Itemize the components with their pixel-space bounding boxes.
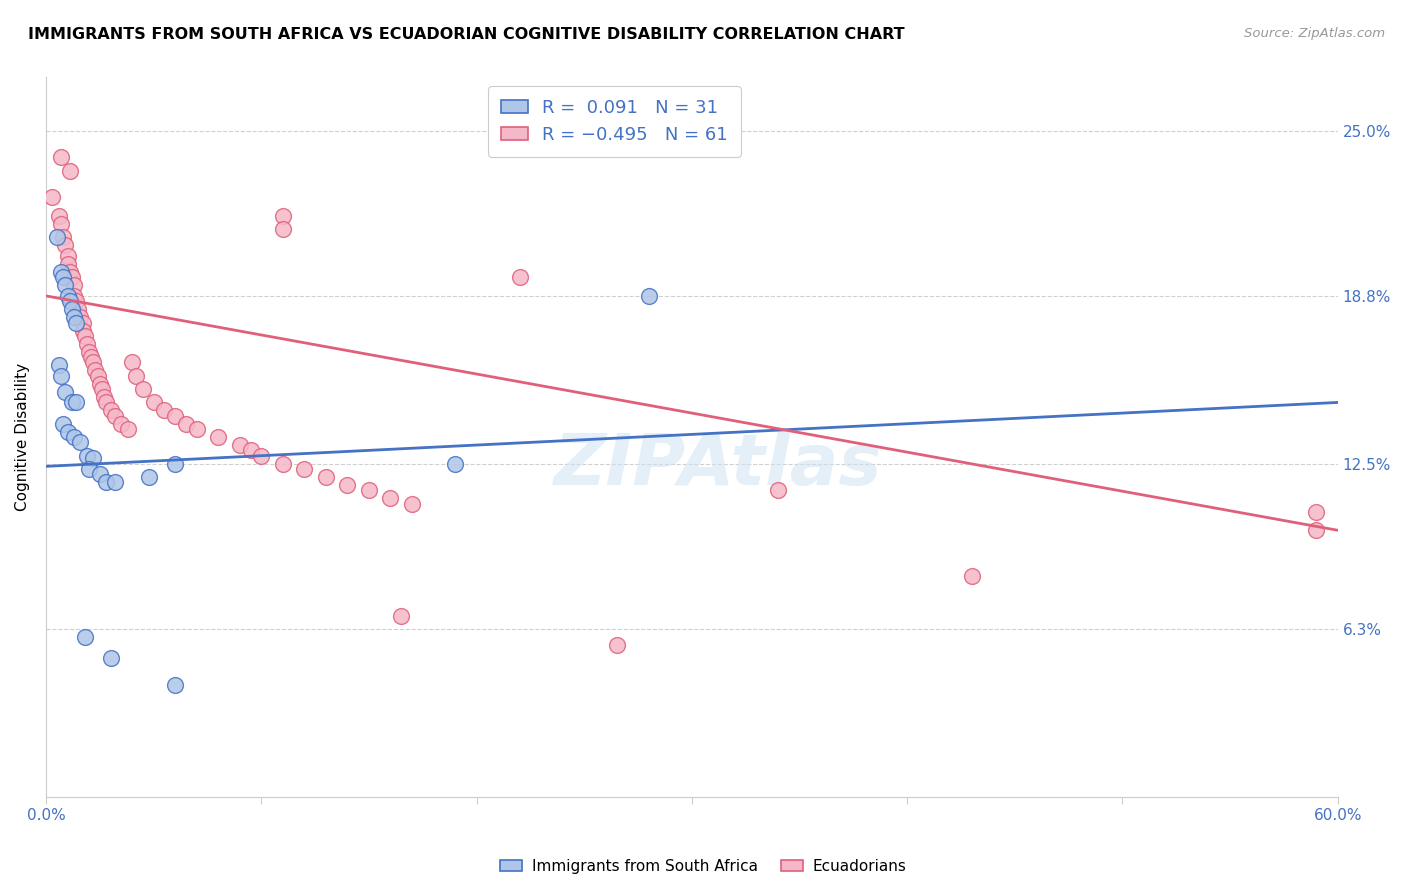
Point — [82, 451, 104, 466]
Point — [138, 470, 160, 484]
Point — [100, 651, 122, 665]
Point — [509, 270, 531, 285]
Point — [104, 475, 127, 490]
Point — [82, 355, 104, 369]
Point — [56, 289, 79, 303]
Point — [271, 222, 294, 236]
Point — [56, 257, 79, 271]
Point — [174, 417, 197, 431]
Text: IMMIGRANTS FROM SOUTH AFRICA VS ECUADORIAN COGNITIVE DISABILITY CORRELATION CHAR: IMMIGRANTS FROM SOUTH AFRICA VS ECUADORI… — [28, 27, 904, 42]
Point — [357, 483, 380, 498]
Point — [63, 430, 86, 444]
Point — [89, 376, 111, 391]
Point — [86, 368, 108, 383]
Point — [77, 344, 100, 359]
Point — [76, 336, 98, 351]
Point — [271, 209, 294, 223]
Point — [271, 457, 294, 471]
Point — [45, 230, 67, 244]
Legend: R =  0.091   N = 31, R = −0.495   N = 61: R = 0.091 N = 31, R = −0.495 N = 61 — [488, 87, 741, 157]
Y-axis label: Cognitive Disability: Cognitive Disability — [15, 363, 30, 511]
Point — [59, 294, 82, 309]
Point — [60, 270, 83, 285]
Text: Source: ZipAtlas.com: Source: ZipAtlas.com — [1244, 27, 1385, 40]
Point — [72, 324, 94, 338]
Point — [1305, 523, 1327, 537]
Point — [153, 403, 176, 417]
Point — [52, 270, 75, 285]
Point — [49, 150, 72, 164]
Point — [401, 497, 423, 511]
Point — [605, 638, 627, 652]
Point — [63, 310, 86, 325]
Point — [59, 163, 82, 178]
Point — [125, 368, 148, 383]
Point — [53, 384, 76, 399]
Point — [65, 395, 87, 409]
Point — [73, 328, 96, 343]
Point — [186, 422, 208, 436]
Point — [121, 355, 143, 369]
Point — [48, 358, 70, 372]
Point — [91, 382, 114, 396]
Point — [165, 678, 187, 692]
Point — [53, 278, 76, 293]
Point — [73, 630, 96, 644]
Point — [960, 568, 983, 582]
Point — [67, 302, 90, 317]
Point — [63, 278, 86, 293]
Point — [69, 435, 91, 450]
Point — [52, 230, 75, 244]
Point — [84, 363, 107, 377]
Point — [52, 417, 75, 431]
Point — [77, 462, 100, 476]
Point — [53, 238, 76, 252]
Point — [56, 249, 79, 263]
Point — [132, 382, 155, 396]
Point — [315, 470, 337, 484]
Point — [59, 265, 82, 279]
Point — [165, 409, 187, 423]
Point — [56, 425, 79, 439]
Point — [89, 467, 111, 482]
Point — [41, 190, 63, 204]
Point — [380, 491, 402, 506]
Point — [49, 265, 72, 279]
Point — [60, 395, 83, 409]
Point — [117, 422, 139, 436]
Point — [69, 310, 91, 325]
Point — [229, 438, 252, 452]
Point — [110, 417, 132, 431]
Point — [389, 608, 412, 623]
Point — [250, 449, 273, 463]
Point — [72, 316, 94, 330]
Point — [292, 462, 315, 476]
Point — [637, 289, 659, 303]
Point — [76, 449, 98, 463]
Point — [93, 390, 115, 404]
Point — [100, 403, 122, 417]
Point — [336, 478, 359, 492]
Point — [80, 350, 103, 364]
Point — [96, 395, 118, 409]
Point — [104, 409, 127, 423]
Point — [165, 457, 187, 471]
Point — [444, 457, 467, 471]
Point — [48, 209, 70, 223]
Point — [1305, 505, 1327, 519]
Text: ZIPAtlas: ZIPAtlas — [554, 432, 882, 500]
Point — [65, 294, 87, 309]
Point — [49, 217, 72, 231]
Point — [142, 395, 165, 409]
Point — [239, 443, 262, 458]
Legend: Immigrants from South Africa, Ecuadorians: Immigrants from South Africa, Ecuadorian… — [494, 853, 912, 880]
Point — [63, 289, 86, 303]
Point — [207, 430, 229, 444]
Point — [766, 483, 789, 498]
Point — [60, 302, 83, 317]
Point — [65, 316, 87, 330]
Point — [96, 475, 118, 490]
Point — [49, 368, 72, 383]
